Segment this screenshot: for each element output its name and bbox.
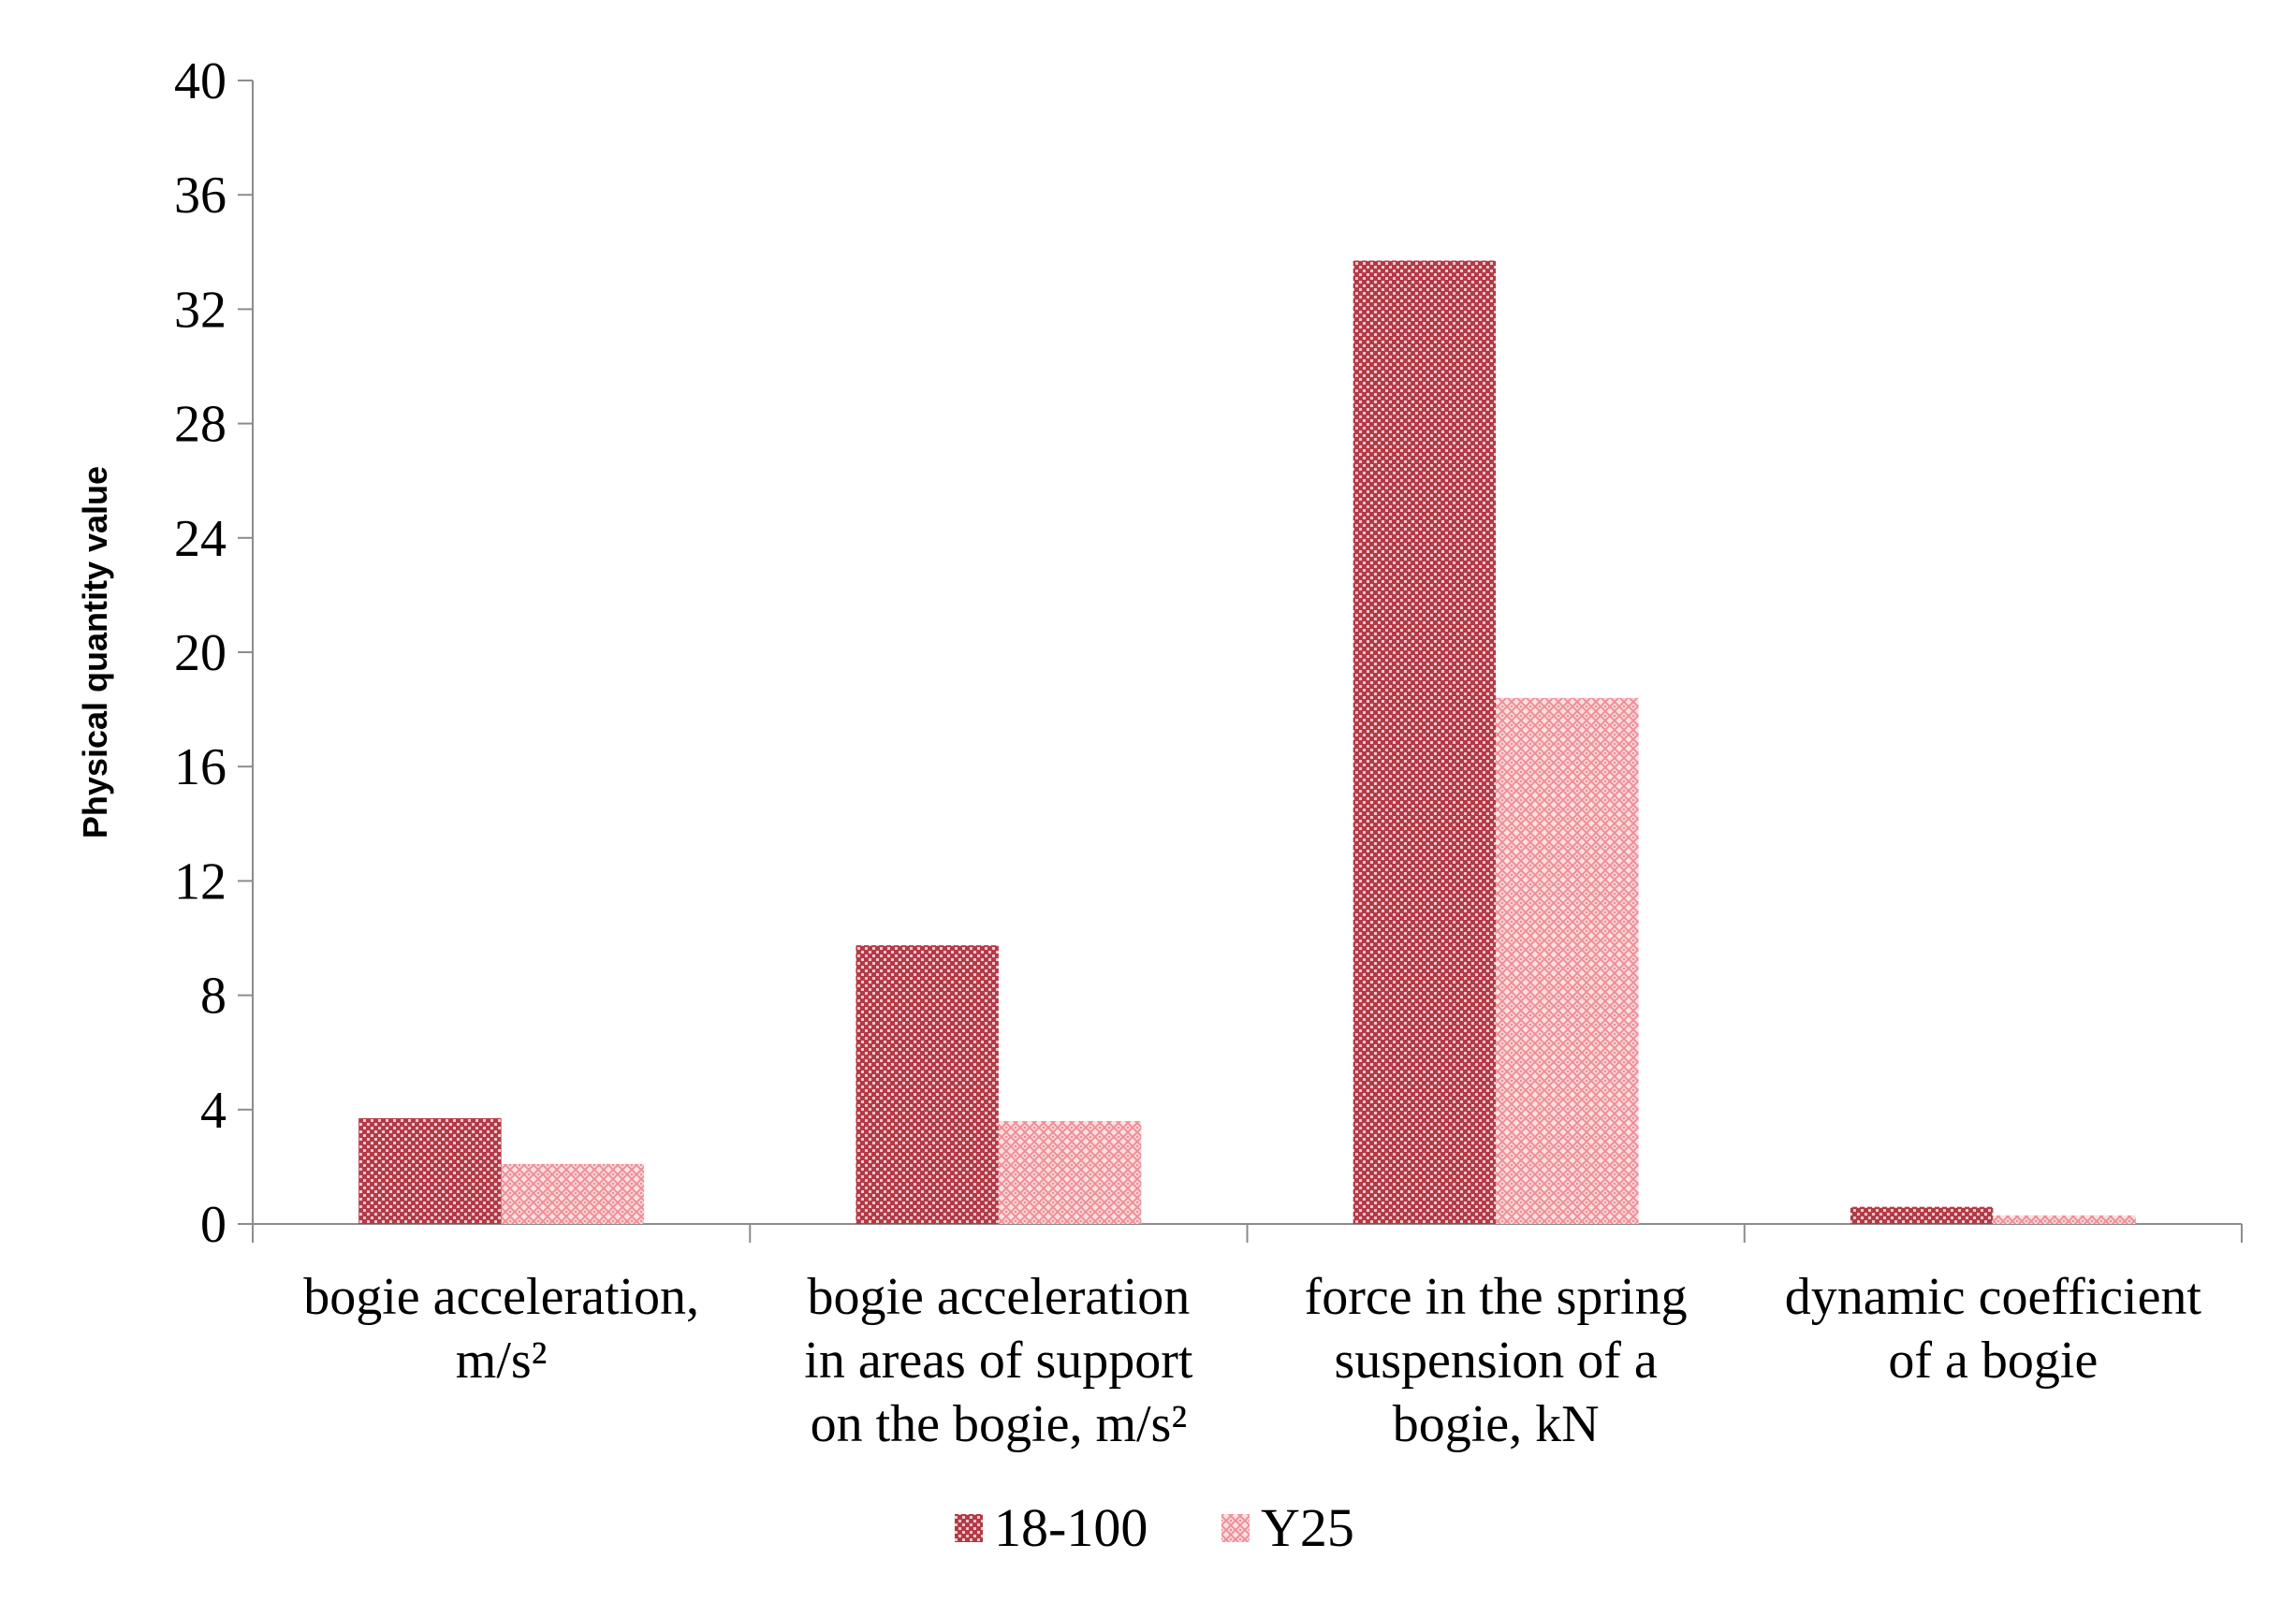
legend-swatch-18-100 (955, 1514, 983, 1542)
labels: 0 4 8 12 16 20 24 28 32 36 40 bogie acceleration, m/… (174, 52, 2201, 1453)
x-category-label-line: suspension of a (1334, 1332, 1657, 1390)
y-tick-label: 28 (174, 396, 227, 454)
x-category-label: bogie acceleration, m/s² (303, 1268, 699, 1390)
bar-y25-4 (1993, 1215, 2136, 1224)
y-tick-label: 32 (174, 281, 227, 339)
x-category-label-line: bogie acceleration (807, 1268, 1190, 1326)
x-category-label-line: in areas of support (804, 1332, 1193, 1390)
bar-18-100-4 (1850, 1206, 1994, 1224)
legend-swatch-y25 (1221, 1514, 1250, 1542)
y-tick-label: 40 (174, 52, 227, 110)
bar-18-100-3 (1353, 260, 1497, 1225)
x-category-label-line: force in the spring (1305, 1268, 1688, 1326)
y-tick-label: 0 (200, 1196, 227, 1254)
bar-y25-3 (1496, 697, 1639, 1224)
legend-label: Y25 (1261, 1497, 1354, 1558)
y-tick-label: 16 (174, 738, 227, 796)
x-category-label: force in the spring suspension of a bogie,… (1305, 1268, 1688, 1453)
x-category-label-line: bogie acceleration, (303, 1268, 699, 1326)
y-tick-label: 8 (200, 968, 227, 1026)
x-category-label-line: dynamic coefficient (1785, 1268, 2202, 1326)
y-axis-title: Physical quantity value (76, 466, 114, 838)
y-tick-label: 12 (174, 852, 227, 910)
y-tick-label: 24 (174, 510, 227, 568)
legend-label: 18-100 (994, 1497, 1148, 1558)
bars (358, 260, 2136, 1225)
y-tick-label: 4 (200, 1082, 227, 1140)
x-category-label-line: m/s² (456, 1332, 548, 1390)
bar-y25-2 (998, 1121, 1142, 1224)
x-category-label-line: of a bogie (1888, 1332, 2098, 1390)
x-category-label-line: on the bogie, m/s² (811, 1395, 1188, 1453)
bar-y25-1 (501, 1163, 645, 1224)
x-category-label: bogie acceleration in areas of support on … (804, 1268, 1193, 1453)
x-category-label-line: bogie, kN (1393, 1395, 1600, 1453)
legend: 18-100 Y25 (955, 1497, 1354, 1558)
x-category-label: dynamic coefficient of a bogie (1785, 1268, 2202, 1390)
y-tick-label: 20 (174, 624, 227, 682)
bar-18-100-1 (358, 1117, 502, 1224)
y-tick-label: 36 (174, 167, 227, 225)
bar-18-100-2 (856, 945, 999, 1224)
axes (238, 80, 2243, 1243)
